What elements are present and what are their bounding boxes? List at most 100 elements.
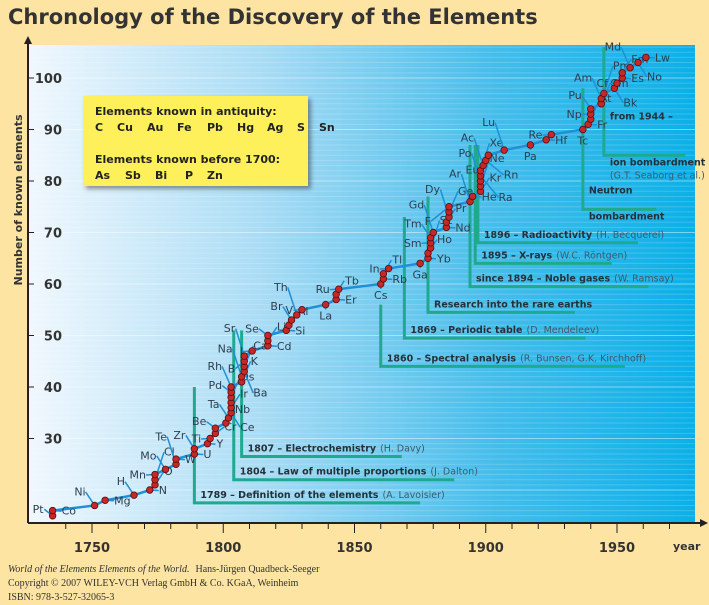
point-marker-Pa [526,141,535,149]
point-marker-La [321,300,330,309]
pre1700-elements: As Sb Bi P Zn [95,169,223,182]
element-label: Ba [253,387,267,400]
antiquity-element: Cu [117,121,133,134]
element-label: Tm [403,218,421,231]
annotation-label: 1896 – Radioactivity (H. Becquerel) [484,230,664,241]
antiquity-elements: C Cu Au Fe Pb Hg Ag S Sn [95,121,335,134]
point-marker-Mo [161,465,170,474]
pointer-arrow-icon [603,65,614,94]
data-point-Ac: Ac [461,132,484,166]
point-marker-H [130,491,138,499]
y-tick-label: 60 [44,278,62,293]
pointer-arrow-icon [430,206,450,222]
pre1700-element: As [95,169,111,182]
element-label: Mo [140,449,156,462]
data-point-Md: Md [605,41,631,69]
element-label: Nd [455,221,470,234]
annotation-label: Research into the rare earths [434,299,592,310]
element-label: Re [528,129,542,142]
element-label: F [425,215,431,228]
point-marker-He [468,192,477,201]
annotation-label: 1807 – Electrochemistry (H. Davy) [248,444,425,455]
point-marker-Tl [379,270,388,278]
annotation: 1869 – Periodic table (D. Mendeleev) [402,217,599,340]
element-label: Dy [425,183,440,196]
axes: 1750 1800 1850 1900 1950 30 40 50 60 70 80 90 100 [24,36,708,556]
element-label: Yb [436,252,451,265]
point-marker-N [146,486,154,494]
element-label: Ne [490,152,505,165]
element-label: Ho [437,233,452,246]
element-label: Pa [524,150,537,163]
annotation: 1895 – X-rays (W.C. Röntgen) [473,144,627,265]
element-label: V [285,304,293,317]
annotation: 1789 – Definition of the elements (A. Lav… [192,387,445,505]
element-label: Nb [235,403,250,416]
pointer-arrow-icon [494,122,505,151]
y-tick-label: 50 [44,330,62,345]
element-label: Ru [316,283,330,296]
element-label: H [117,475,125,488]
point-marker-Ti [206,434,214,443]
isbn: ISBN: 978-3-527-32065-3 [8,592,114,603]
antiquity-title: Elements known in antiquity: [95,105,277,118]
pointer-arrow-icon [460,173,471,202]
annotation-label-line2: bombardment [589,211,665,222]
element-label: Pt [33,503,45,516]
point-marker-Sr [240,352,248,360]
point-marker-Mn [151,470,159,479]
element-label: Ga [412,268,427,281]
data-point-Ba: Ba [243,371,268,400]
annotation-label: since 1894 – Noble gases (W. Ramsay) [476,274,674,285]
antiquity-element: Ag [267,121,283,134]
pointer-arrow-icon [235,328,245,357]
footer-line-1: World of the Elements Elements of the Wo… [8,564,320,575]
pointer-arrow-icon [423,204,434,233]
element-label: Bk [623,96,638,109]
element-label: Te [154,430,167,443]
y-tick-label: 90 [44,124,62,139]
antiquity-element: C [95,121,103,134]
element-label: Eu [465,163,479,176]
point-marker-Hf [542,136,550,144]
element-label: Lw [655,51,670,64]
element-label: Po [459,147,472,160]
antiquity-element: Pb [207,121,223,134]
footer: World of the Elements Elements of the Wo… [8,564,320,603]
element-label: Ta [207,398,220,411]
pointer-arrow-icon [591,77,602,99]
copyright: Copyright © 2007 WILEY-VCH Verlag GmbH &… [8,578,299,589]
point-marker-Lw [642,53,650,62]
data-point-Pm: Pm [603,59,630,94]
point-marker-Th [293,311,301,319]
chart-title: Chronology of the Discovery of the Eleme… [8,5,538,29]
element-label: I [240,345,243,358]
annotation-bracket [473,144,612,265]
annotation-label: 1804 – Law of multiple proportions (J. Da… [240,467,478,478]
element-label: Pm [613,59,630,72]
element-label: Br [270,300,283,313]
x-axis-arrow-icon [700,519,708,527]
element-label: Fr [597,118,608,131]
pre1700-title: Elements known before 1700: [95,153,280,166]
y-tick-label: 40 [44,381,62,396]
data-point-Ar: Ar [449,168,471,202]
annotation-bracket [602,47,686,157]
annotation-label: 1789 – Definition of the elements (A. Lav… [200,490,444,501]
element-label: Y [216,438,224,451]
element-label: Tb [344,274,359,287]
point-marker-Cf [613,79,621,87]
annotation-bracket [402,217,586,340]
element-label: Be [192,415,207,428]
antiquity-element: Fe [177,121,192,134]
element-label: Zr [173,429,186,442]
annotation-label: 1860 – Spectral analysis (R. Bunsen, G.K.… [387,353,646,364]
y-axis-label: Number of known elements [12,114,25,285]
data-point-Gd: Gd [409,199,434,233]
element-label: Ar [449,168,462,181]
element-label: Sm [404,237,422,250]
info-box: Elements known in antiquity: C Cu Au Fe Pb Hg… [83,96,335,186]
author: Hans-Jürgen Quadbeck-Seeger [195,564,320,575]
y-tick-label: 80 [44,175,62,190]
